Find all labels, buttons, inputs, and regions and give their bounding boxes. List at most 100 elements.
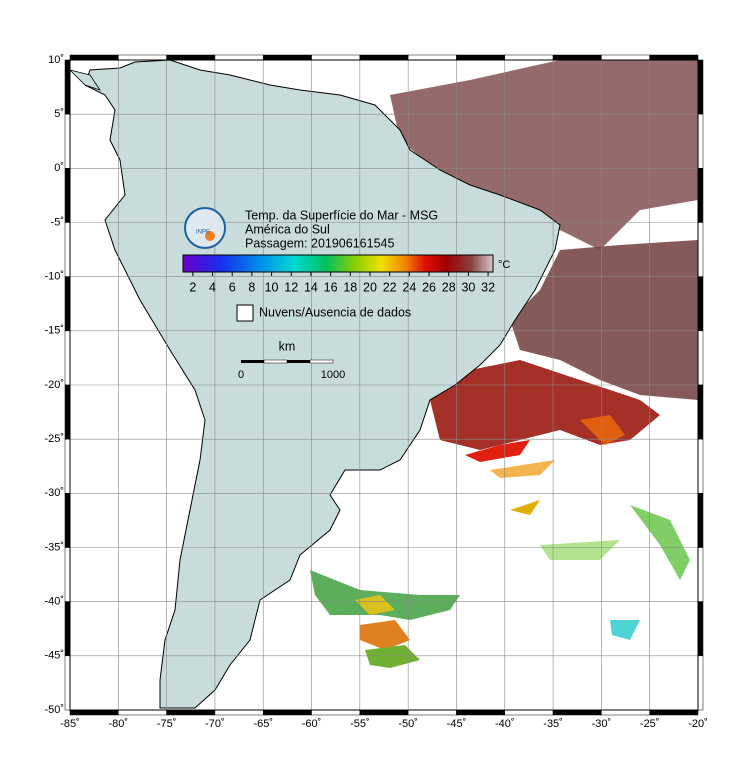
frame-segment (64, 330, 71, 386)
frame-segment (64, 113, 71, 169)
frame-segment (64, 222, 71, 277)
frame-segment (697, 438, 704, 494)
frame-segment (262, 54, 312, 61)
frame-segment (69, 709, 119, 716)
frame-segment (697, 547, 704, 602)
frame-segment (649, 709, 699, 716)
frame-segment (359, 709, 409, 716)
lat-tick-label: -40˚ (44, 596, 64, 608)
frame-segment (697, 276, 704, 332)
frame-segment (697, 168, 704, 223)
frame-segment (64, 168, 71, 223)
frame-segment (64, 438, 71, 494)
colorbar-tick-label: 22 (383, 280, 397, 294)
lat-tick-label: -5˚ (51, 216, 64, 228)
frame-segment (407, 54, 457, 61)
frame-segment (64, 384, 71, 440)
central-america (68, 69, 101, 91)
frame-segment (262, 709, 312, 716)
frame-segment (697, 384, 704, 440)
frame-segment (64, 655, 71, 711)
frame-segment (697, 330, 704, 386)
frame (64, 54, 704, 716)
scale-label: 1000 (321, 369, 345, 381)
frame-segment (69, 54, 119, 61)
lat-tick-label: 10˚ (48, 54, 64, 66)
colorbar-tick-label: 32 (481, 280, 495, 294)
frame-segment (504, 709, 554, 716)
colorbar-tick-label: 16 (324, 280, 338, 294)
frame-segment (311, 54, 361, 61)
lat-tick-label: -15˚ (44, 325, 64, 337)
lon-tick-label: -80˚ (109, 718, 129, 730)
frame-segment (601, 54, 650, 61)
lon-tick-label: -75˚ (157, 718, 177, 730)
frame-segment (166, 709, 216, 716)
colorbar-unit: °C (498, 259, 510, 271)
frame-segment (697, 59, 704, 115)
scale-unit: km (279, 339, 296, 353)
frame-segment (64, 601, 71, 657)
frame-segment (697, 493, 704, 548)
axis-labels: -85˚ -80˚ -75˚ -70˚ -65˚ -60˚ -55˚ -50˚ -45˚ -40˚… (44, 54, 707, 730)
frame-segment (407, 709, 457, 716)
lon-tick-label: -85˚ (60, 718, 80, 730)
colorbar-tick-label: 6 (229, 280, 236, 294)
frame-segment (64, 547, 71, 602)
scale-label: 0 (238, 369, 244, 381)
frame-segment (601, 709, 650, 716)
lon-tick-label: -55˚ (350, 718, 370, 730)
colorbar-tick-label: 2 (189, 280, 196, 294)
title-block: INPE Temp. da Superfície do Mar - MSG Am… (184, 207, 438, 250)
lon-tick-label: -40˚ (495, 718, 515, 730)
colorbar-tick-label: 30 (461, 280, 475, 294)
colorbar-tick-label: 26 (422, 280, 436, 294)
colorbar-tick-label: 8 (248, 280, 255, 294)
lon-tick-label: -30˚ (592, 718, 612, 730)
frame-segment (697, 655, 704, 711)
frame-segment (359, 54, 409, 61)
lat-tick-label: -25˚ (44, 433, 64, 445)
frame-segment (697, 222, 704, 277)
frame-segment (552, 709, 602, 716)
frame-segment (166, 54, 216, 61)
lon-tick-label: -45˚ (447, 718, 467, 730)
lat-tick-label: -30˚ (44, 487, 64, 499)
legend-label: Nuvens/Ausencia de dados (259, 305, 411, 319)
frame-segment (118, 709, 167, 716)
lon-tick-label: -20˚ (688, 718, 708, 730)
colorbar-tick-label: 14 (304, 280, 318, 294)
scale-bar: km 0 1000 (238, 339, 345, 381)
lon-tick-label: -35˚ (543, 718, 563, 730)
colorbar-tick-label: 20 (363, 280, 377, 294)
frame-segment (649, 54, 699, 61)
frame-segment (504, 54, 554, 61)
lon-tick-label: -60˚ (302, 718, 322, 730)
lat-tick-label: -50˚ (44, 704, 64, 716)
title-line: Passagem: 201906161545 (245, 236, 394, 250)
frame-segment (552, 54, 602, 61)
legend-swatch (236, 304, 254, 322)
lon-tick-label: -65˚ (253, 718, 273, 730)
frame-segment (311, 709, 361, 716)
colorbar-tick-label: 18 (343, 280, 357, 294)
logo-circle (184, 207, 226, 249)
logo-dot (205, 231, 215, 241)
frame-segment (214, 709, 264, 716)
colorbar-gradient (182, 254, 494, 273)
lat-tick-label: 5˚ (54, 108, 64, 120)
colorbar-tick-label: 24 (402, 280, 416, 294)
frame-segment (118, 54, 167, 61)
frame-segment (456, 54, 506, 61)
map-border (69, 59, 699, 711)
lat-tick-label: -45˚ (44, 650, 64, 662)
scale-bar-segment (309, 359, 334, 364)
lon-tick-label: -70˚ (205, 718, 225, 730)
logo-text: INPE (196, 230, 210, 236)
colorbar-tick-label: 28 (442, 280, 456, 294)
title-line: Temp. da Superfície do Mar - MSG (245, 208, 438, 222)
colorbar-tick-label: 4 (209, 280, 216, 294)
lat-tick-label: 0˚ (54, 162, 64, 174)
frame-segment (697, 113, 704, 169)
frame-segment (697, 601, 704, 657)
